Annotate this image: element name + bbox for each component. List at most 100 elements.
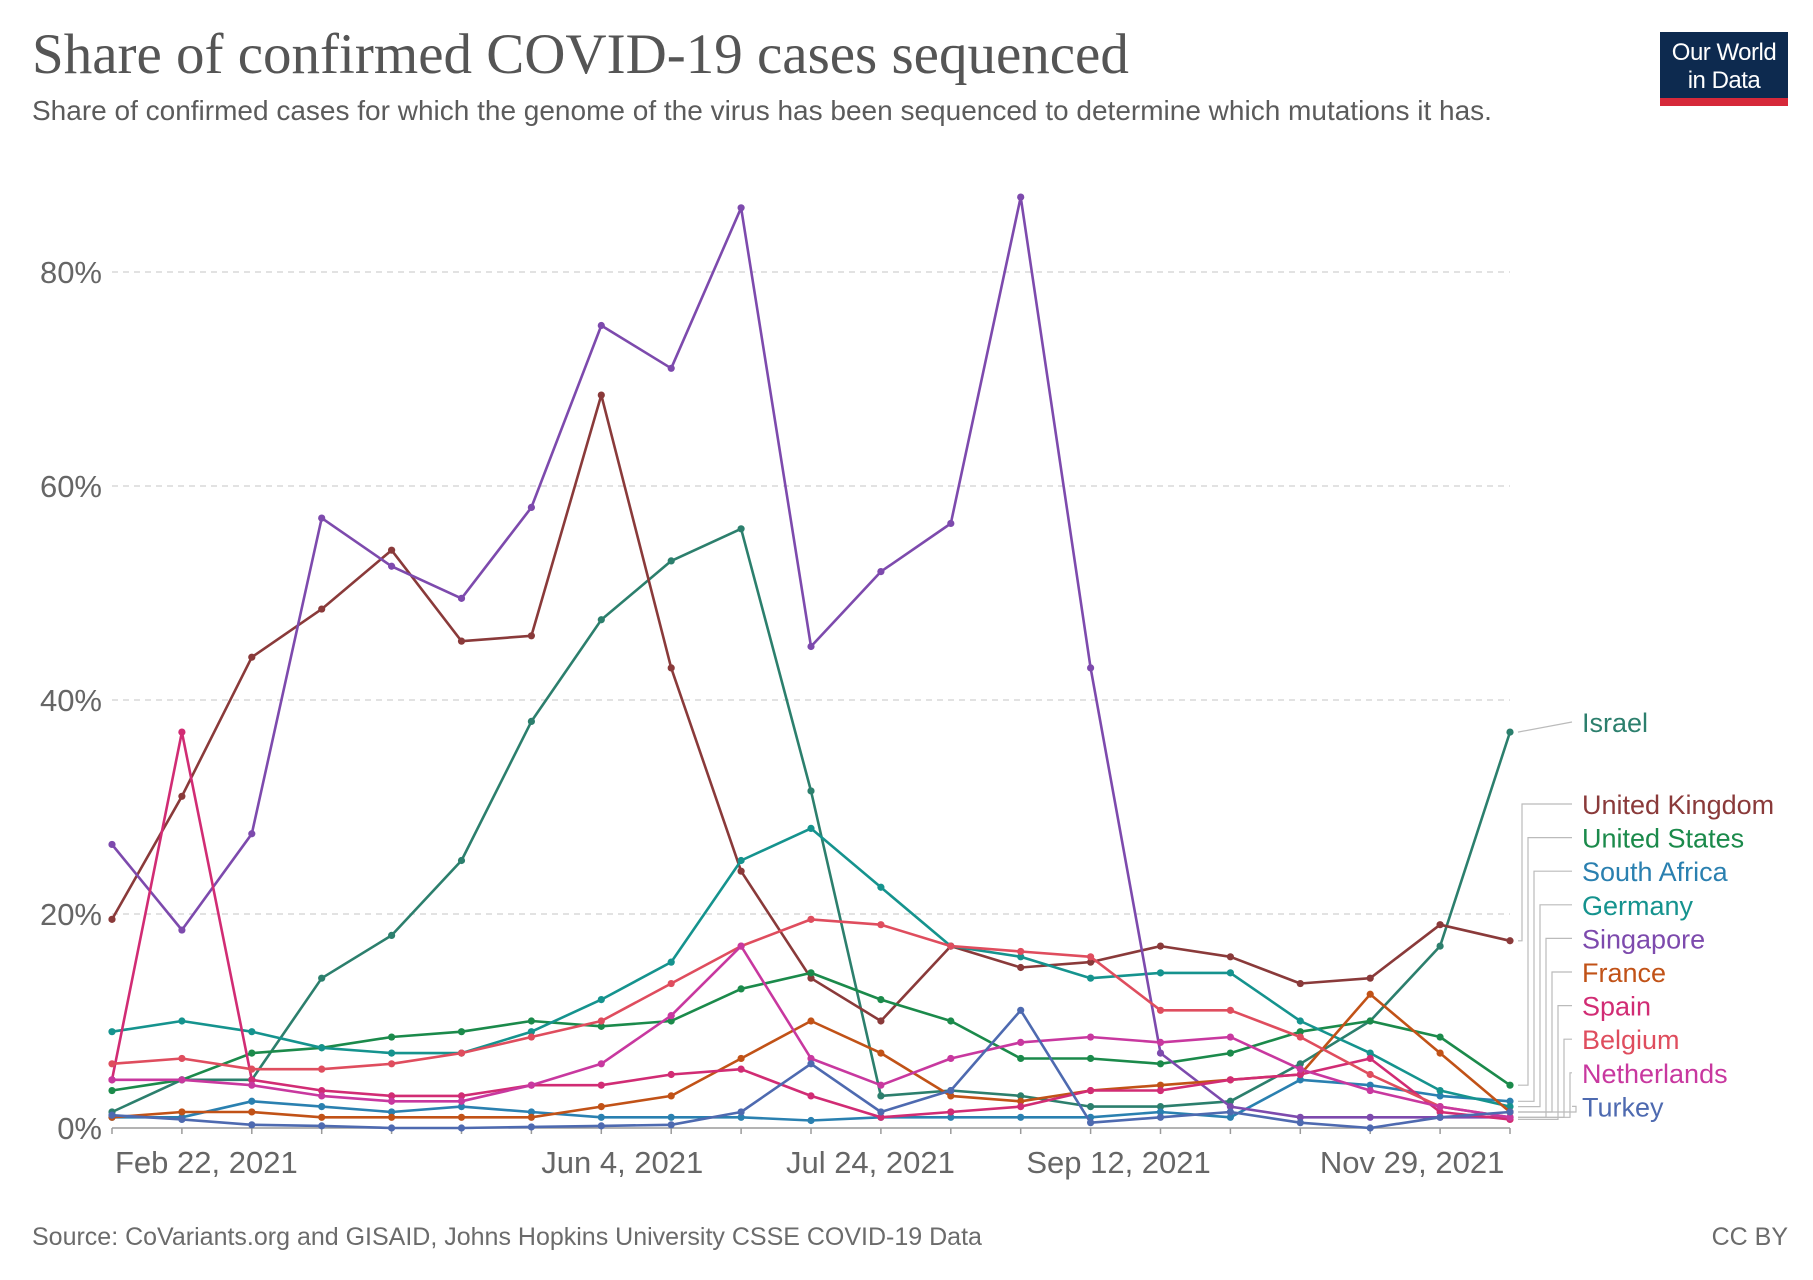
data-point bbox=[248, 1081, 256, 1089]
data-point bbox=[597, 1022, 605, 1030]
data-point bbox=[1156, 1113, 1165, 1121]
data-point bbox=[318, 1086, 326, 1095]
data-point bbox=[667, 557, 675, 565]
data-point bbox=[1366, 990, 1374, 998]
legend-label-israel: Israel bbox=[1582, 708, 1648, 738]
data-point bbox=[1087, 1033, 1095, 1041]
data-point bbox=[457, 1097, 466, 1105]
data-point bbox=[667, 1121, 675, 1129]
data-point bbox=[1436, 1092, 1444, 1100]
license-label[interactable]: CC BY bbox=[1711, 1223, 1788, 1251]
data-point bbox=[1017, 963, 1025, 972]
data-point bbox=[1226, 1103, 1234, 1111]
data-point bbox=[388, 1060, 396, 1068]
data-point bbox=[1366, 974, 1374, 982]
data-point bbox=[457, 1092, 466, 1100]
x-tick-label: Jul 24, 2021 bbox=[786, 1145, 955, 1180]
y-tick-label: 80% bbox=[40, 255, 102, 290]
data-point bbox=[737, 525, 745, 533]
data-point bbox=[807, 915, 815, 923]
data-point bbox=[877, 921, 885, 929]
data-point bbox=[388, 931, 396, 940]
data-point bbox=[597, 1081, 605, 1089]
data-point bbox=[947, 519, 955, 528]
legend-connector bbox=[1517, 721, 1573, 733]
data-point bbox=[1087, 1054, 1095, 1063]
data-point bbox=[1226, 1049, 1234, 1057]
data-point bbox=[388, 1124, 396, 1132]
data-point bbox=[1436, 921, 1444, 929]
data-point bbox=[178, 1115, 186, 1124]
data-point bbox=[527, 717, 536, 726]
data-point bbox=[248, 653, 256, 661]
data-point bbox=[178, 792, 186, 800]
data-point bbox=[108, 840, 116, 849]
data-point bbox=[807, 969, 815, 977]
data-point bbox=[1296, 1017, 1304, 1025]
legend-label-turkey: Turkey bbox=[1582, 1092, 1664, 1122]
legend-connector bbox=[1518, 803, 1572, 942]
data-point bbox=[1017, 1113, 1025, 1121]
data-point bbox=[667, 958, 675, 966]
legend-connector bbox=[1518, 1038, 1572, 1118]
data-point bbox=[1087, 953, 1095, 961]
data-point bbox=[1017, 193, 1025, 201]
data-point bbox=[1087, 958, 1095, 966]
data-point bbox=[108, 1076, 116, 1084]
data-point bbox=[1366, 1017, 1374, 1025]
y-tick-label: 0% bbox=[57, 1111, 102, 1146]
data-point bbox=[1017, 1097, 1025, 1105]
data-point bbox=[248, 1065, 256, 1073]
data-point bbox=[108, 1111, 116, 1119]
data-point bbox=[1366, 1086, 1374, 1095]
chart-title: Share of confirmed COVID-19 cases sequen… bbox=[32, 23, 1129, 86]
legend-label-belgium: Belgium bbox=[1582, 1025, 1680, 1055]
data-point bbox=[597, 1103, 605, 1111]
data-point bbox=[597, 1060, 605, 1068]
legend-connector bbox=[1518, 904, 1572, 1108]
data-point bbox=[737, 985, 745, 993]
logo-line-1: Our World bbox=[1671, 39, 1777, 66]
data-point bbox=[1226, 1033, 1234, 1041]
data-point bbox=[737, 1065, 745, 1073]
source-note: Source: CoVariants.org and GISAID, Johns… bbox=[32, 1223, 982, 1251]
data-point bbox=[108, 1086, 116, 1095]
line-chart: 0% 20% 40% 60% 80% Feb 22, 2021 Jun 4, 2021 Jul… bbox=[40, 193, 1774, 1180]
data-point bbox=[1436, 1108, 1444, 1116]
x-tick-label: Feb 22, 2021 bbox=[115, 1145, 298, 1180]
owid-logo[interactable]: Our World in Data bbox=[1660, 32, 1788, 106]
data-point bbox=[877, 883, 885, 891]
data-point bbox=[667, 1092, 675, 1100]
data-point bbox=[457, 1049, 466, 1057]
data-point bbox=[597, 1122, 605, 1130]
data-point bbox=[1436, 942, 1444, 950]
data-point bbox=[318, 1113, 326, 1121]
data-point bbox=[108, 1060, 116, 1068]
data-point bbox=[737, 856, 745, 865]
data-point bbox=[527, 1123, 536, 1131]
legend-connector bbox=[1518, 1105, 1577, 1113]
data-point bbox=[388, 1033, 396, 1041]
data-point bbox=[388, 562, 396, 570]
data-point bbox=[1226, 1113, 1234, 1121]
data-point bbox=[1436, 1113, 1444, 1121]
data-point bbox=[807, 642, 815, 651]
data-point bbox=[1296, 1119, 1304, 1127]
data-point bbox=[1017, 1054, 1025, 1063]
data-point bbox=[737, 1113, 745, 1121]
data-point bbox=[1436, 1103, 1444, 1111]
data-point bbox=[807, 1116, 815, 1125]
data-point bbox=[1156, 1108, 1165, 1116]
data-point bbox=[1296, 1113, 1304, 1121]
data-point bbox=[527, 1108, 536, 1116]
data-point bbox=[318, 974, 326, 982]
data-point bbox=[1017, 953, 1025, 961]
data-point bbox=[1017, 1038, 1025, 1046]
data-point bbox=[597, 616, 605, 624]
data-point bbox=[737, 1054, 745, 1063]
x-tick-label: Nov 29, 2021 bbox=[1320, 1145, 1504, 1180]
data-point bbox=[807, 1092, 815, 1100]
data-point bbox=[1506, 1108, 1514, 1116]
data-point bbox=[457, 1124, 466, 1132]
series-line-united-kingdom bbox=[110, 393, 1511, 1023]
